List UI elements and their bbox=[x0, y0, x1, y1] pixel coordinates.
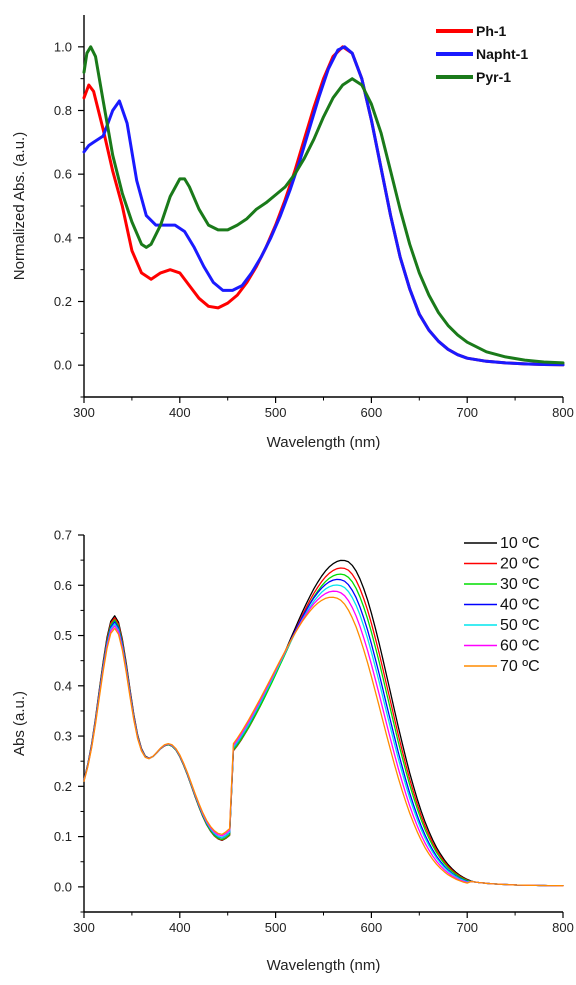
legend-label: 20 ºC bbox=[500, 556, 540, 573]
y-tick-label: 1.0 bbox=[54, 39, 72, 54]
y-tick-label: 0.2 bbox=[54, 779, 72, 794]
x-tick-label: 400 bbox=[169, 405, 191, 420]
x-tick-label: 800 bbox=[552, 920, 574, 935]
y-tick-label: 0.0 bbox=[54, 879, 72, 894]
y-axis-label: Normalized Abs. (a.u.) bbox=[11, 132, 28, 280]
x-tick-label: 400 bbox=[169, 920, 191, 935]
x-tick-label: 300 bbox=[73, 920, 95, 935]
legend-label: 60 ºC bbox=[500, 638, 540, 655]
y-tick-label: 0.0 bbox=[54, 358, 72, 373]
chart-1: 300 400 500 600 700 800 0.0 0.2 0.4 0.6 0.8 1.0 Wave… bbox=[11, 15, 574, 451]
series-line-napht-1 bbox=[82, 45, 565, 367]
series-line-ph-1 bbox=[82, 45, 565, 367]
y-tick-label: 0.6 bbox=[54, 167, 72, 182]
legend-label: Napht-1 bbox=[476, 46, 528, 62]
x-tick-label: 700 bbox=[456, 920, 478, 935]
y-tick-label: 0.2 bbox=[54, 294, 72, 309]
series-line-70-c bbox=[83, 596, 564, 887]
x-tick-label: 700 bbox=[456, 405, 478, 420]
y-tick-label: 0.5 bbox=[54, 628, 72, 643]
y-tick-label: 0.7 bbox=[54, 528, 72, 543]
x-tick-label: 800 bbox=[552, 405, 574, 420]
series-line-pyr-1 bbox=[82, 45, 565, 365]
series-line-20-c bbox=[83, 567, 564, 887]
legend-label: Ph-1 bbox=[476, 23, 507, 39]
legend-label: 50 ºC bbox=[500, 617, 540, 634]
legend-label: 30 ºC bbox=[500, 576, 540, 593]
x-tick-label: 600 bbox=[361, 920, 383, 935]
x-axis-label: Wavelength (nm) bbox=[267, 957, 381, 974]
y-tick-label: 0.3 bbox=[54, 729, 72, 744]
y-tick-label: 0.8 bbox=[54, 103, 72, 118]
legend-label: 40 ºC bbox=[500, 597, 540, 614]
y-tick-label: 0.6 bbox=[54, 578, 72, 593]
y-tick-label: 0.4 bbox=[54, 230, 72, 245]
x-tick-label: 600 bbox=[361, 405, 383, 420]
series-line-10-c bbox=[83, 559, 564, 887]
y-tick-label: 0.4 bbox=[54, 678, 72, 693]
x-tick-label: 300 bbox=[73, 405, 95, 420]
legend-label: Pyr-1 bbox=[476, 69, 511, 85]
x-tick-label: 500 bbox=[265, 920, 287, 935]
series-line-30-c bbox=[83, 573, 564, 887]
y-tick-label: 0.1 bbox=[54, 829, 72, 844]
legend-label: 70 ºC bbox=[500, 658, 540, 675]
x-tick-label: 500 bbox=[265, 405, 287, 420]
y-axis-label: Abs (a.u.) bbox=[11, 691, 28, 756]
x-axis-label: Wavelength (nm) bbox=[267, 434, 381, 451]
series-line-60-c bbox=[83, 590, 564, 887]
chart-2: 300 400 500 600 700 800 0.0 0.1 0.2 0.3 0.4 0.5 0.6 0… bbox=[11, 528, 574, 975]
legend-label: 10 ºC bbox=[500, 535, 540, 552]
series-line-50-c bbox=[83, 584, 564, 887]
